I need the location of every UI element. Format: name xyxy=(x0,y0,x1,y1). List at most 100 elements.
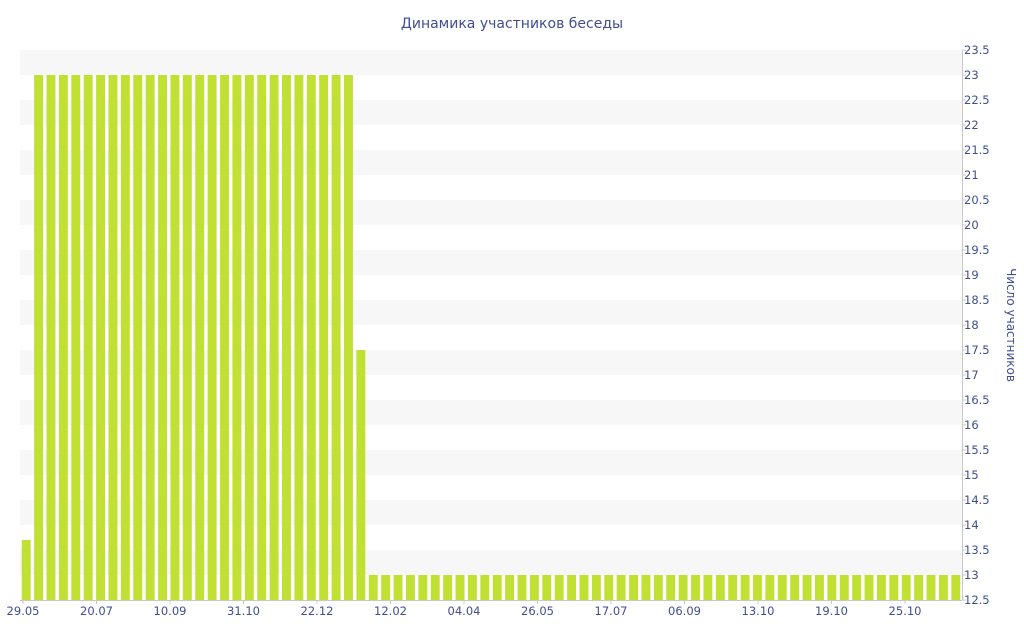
y-tick-label-3: 14 xyxy=(964,518,979,532)
bar-18 xyxy=(244,75,254,600)
bar-55 xyxy=(703,575,713,600)
bar-69 xyxy=(876,575,886,600)
bar-37 xyxy=(480,575,490,600)
y-tick-label-15: 20 xyxy=(964,218,979,232)
bar-59 xyxy=(753,575,762,600)
y-tick-label-4: 14.5 xyxy=(964,493,990,507)
x-tick-label-10: 13.10 xyxy=(742,604,775,618)
bar-26 xyxy=(343,75,353,600)
bar-29 xyxy=(381,575,391,600)
bar-57 xyxy=(728,575,738,600)
x-tick-label-5: 12.02 xyxy=(374,604,407,618)
bar-series xyxy=(21,75,961,600)
bar-6 xyxy=(96,75,106,600)
x-tick-label-8: 17.07 xyxy=(595,604,628,618)
bar-40 xyxy=(517,575,527,600)
y-tick-label-14: 19.5 xyxy=(964,243,990,257)
x-tick-label-3: 31.10 xyxy=(227,604,260,618)
bar-53 xyxy=(678,575,688,600)
x-axis-ticks: 29.05 20.07 10.09 31.10 22.12 12.02 04.04 26.05… xyxy=(7,600,962,618)
chart-title: Динамика участников беседы xyxy=(401,16,623,32)
bar-12 xyxy=(170,75,180,600)
bar-54 xyxy=(691,575,700,600)
bar-38 xyxy=(492,575,502,600)
y-tick-label-21: 23 xyxy=(964,68,979,82)
bar-9 xyxy=(133,75,143,600)
y-tick-label-1: 13 xyxy=(964,568,979,582)
y-tick-label-20: 22.5 xyxy=(964,93,990,107)
bar-42 xyxy=(542,575,552,600)
bar-61 xyxy=(777,575,787,600)
x-tick-label-2: 10.09 xyxy=(154,604,187,618)
bar-51 xyxy=(653,575,663,600)
y-axis-label: Число участников xyxy=(1004,268,1018,382)
y-tick-label-9: 17 xyxy=(964,368,979,382)
bar-66 xyxy=(839,575,849,600)
bar-15 xyxy=(207,75,217,600)
bar-17 xyxy=(232,75,242,600)
bar-22 xyxy=(294,75,304,600)
bar-64 xyxy=(814,575,824,600)
bar-45 xyxy=(579,575,589,600)
bar-25 xyxy=(331,75,341,600)
x-tick-label-12: 25.10 xyxy=(889,604,922,618)
x-tick-label-1: 20.07 xyxy=(80,604,113,618)
bar-34 xyxy=(443,575,453,600)
y-tick-label-0: 12.5 xyxy=(964,593,990,607)
bar-65 xyxy=(827,575,837,600)
bar-75 xyxy=(951,575,961,600)
bar-24 xyxy=(319,75,329,600)
bar-39 xyxy=(505,575,515,600)
bar-3 xyxy=(58,75,68,600)
bar-60 xyxy=(765,575,775,600)
bar-41 xyxy=(529,575,539,600)
bar-13 xyxy=(182,75,192,600)
y-tick-label-2: 13.5 xyxy=(964,543,990,557)
y-tick-label-5: 15 xyxy=(964,468,979,482)
bar-5 xyxy=(83,75,93,600)
x-tick-label-9: 06.09 xyxy=(668,604,701,618)
y-tick-label-22: 23.5 xyxy=(964,43,990,57)
bar-47 xyxy=(604,575,614,600)
bar-7 xyxy=(108,75,118,600)
y-axis-ticks: 12.5 13 13.5 14 14.5 15 15.5 16 16.5 17 17.5 18 18.5… xyxy=(962,43,990,607)
bar-1 xyxy=(34,75,44,600)
bar-8 xyxy=(120,75,130,600)
bar-35 xyxy=(455,575,465,600)
bar-19 xyxy=(257,75,267,600)
bar-56 xyxy=(715,575,725,600)
y-tick-label-18: 21.5 xyxy=(964,143,990,157)
bar-14 xyxy=(195,75,205,600)
bar-72 xyxy=(914,575,924,600)
bar-67 xyxy=(852,575,862,600)
bar-27 xyxy=(356,350,366,600)
bar-23 xyxy=(306,75,316,600)
y-tick-label-19: 22 xyxy=(964,118,979,132)
bar-10 xyxy=(145,75,155,600)
bar-36 xyxy=(467,575,477,600)
y-tick-label-7: 16 xyxy=(964,418,979,432)
bar-48 xyxy=(616,575,626,600)
bar-16 xyxy=(220,75,229,600)
bar-33 xyxy=(430,575,440,600)
bar-70 xyxy=(889,575,899,600)
bar-63 xyxy=(802,575,812,600)
bar-44 xyxy=(567,575,577,600)
y-tick-label-17: 21 xyxy=(964,168,979,182)
x-tick-label-4: 22.12 xyxy=(301,604,334,618)
x-tick-label-11: 19.10 xyxy=(815,604,848,618)
bar-4 xyxy=(71,75,81,600)
x-tick-label-6: 04.04 xyxy=(448,604,481,618)
x-tick-label-0: 29.05 xyxy=(7,604,40,618)
y-tick-label-11: 18 xyxy=(964,318,979,332)
y-tick-label-12: 18.5 xyxy=(964,293,990,307)
bar-52 xyxy=(666,575,676,600)
bar-46 xyxy=(591,575,601,600)
bar-74 xyxy=(938,575,948,600)
y-tick-label-13: 19 xyxy=(964,268,979,282)
bar-21 xyxy=(282,75,291,600)
bar-73 xyxy=(926,575,936,600)
bar-62 xyxy=(790,575,800,600)
bar-30 xyxy=(393,575,403,600)
